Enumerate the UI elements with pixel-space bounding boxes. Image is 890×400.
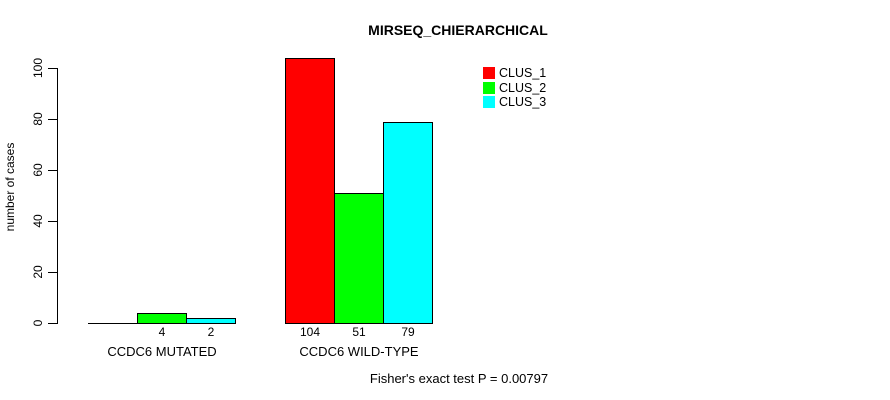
y-axis-title: number of cases [3,142,17,232]
bar-clus_1-zero [88,323,138,324]
chart-title: MIRSEQ_CHIERARCHICAL [368,22,548,38]
legend-label: CLUS_2 [499,81,547,95]
stat-annotation: Fisher's exact test P = 0.00797 [369,371,549,386]
y-axis-tick [48,221,57,222]
bar-value-label: 51 [352,325,366,339]
y-axis-tick-label: 20 [31,265,45,279]
legend-item: CLUS_3 [483,95,546,109]
x-category-label: CCDC6 WILD-TYPE [299,344,419,359]
y-axis-tick [48,272,57,273]
y-axis-tick [48,170,57,171]
legend-color-swatch [483,82,495,94]
bar-value-label: 2 [207,325,215,339]
legend-color-swatch [483,67,495,79]
bar-value-label: 104 [299,325,321,339]
bar-value-label: 79 [401,325,415,339]
bar-clus_1 [285,58,335,324]
y-axis-tick-label: 40 [31,214,45,228]
legend-item: CLUS_1 [483,66,546,80]
bar-clus_3 [383,122,433,324]
y-axis-tick-label: 60 [31,163,45,177]
y-axis-tick [48,68,57,69]
y-axis-tick-label: 0 [31,319,45,327]
y-axis-tick [48,119,57,120]
y-axis-line [57,68,58,324]
legend-color-swatch [483,96,495,108]
y-axis-tick [48,323,57,324]
x-category-label: CCDC6 MUTATED [107,344,217,359]
legend-label: CLUS_3 [499,95,547,109]
bar-clus_2 [334,193,384,324]
legend-item: CLUS_2 [483,81,546,95]
bar-clus_3 [186,318,236,324]
y-axis-tick-label: 80 [31,112,45,126]
y-axis-tick-label: 100 [31,57,45,79]
bar-value-label: 4 [158,325,166,339]
bar-clus_2 [137,313,187,324]
legend-label: CLUS_1 [499,66,547,80]
